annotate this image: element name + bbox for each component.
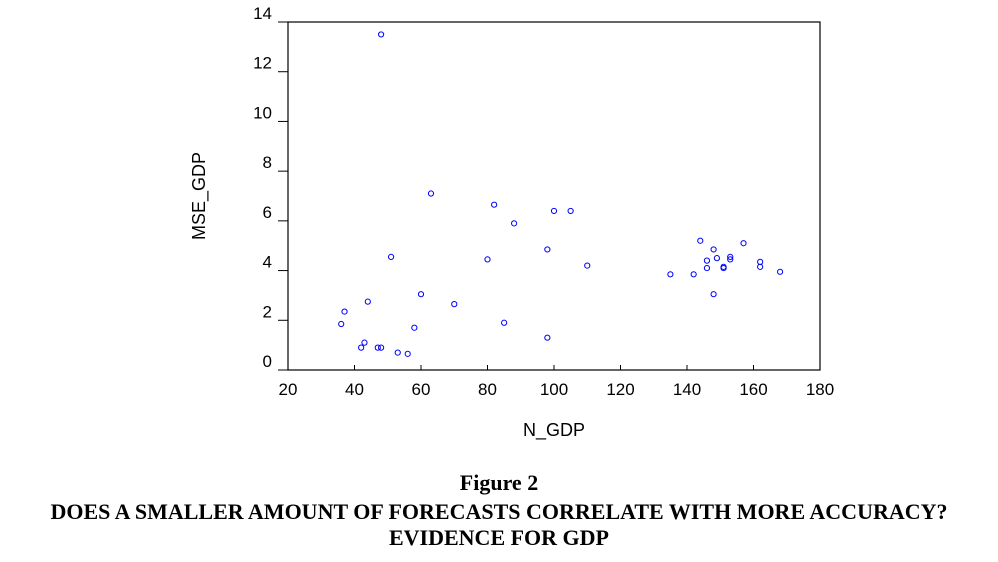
data-point xyxy=(710,291,717,298)
data-point xyxy=(411,324,418,331)
data-point xyxy=(364,298,371,305)
data-point xyxy=(427,190,435,197)
data-point xyxy=(510,220,518,227)
y-tick-label: 10 xyxy=(253,103,272,122)
y-tick-label: 12 xyxy=(253,54,272,73)
data-point xyxy=(378,31,385,38)
data-point xyxy=(341,308,348,315)
data-point xyxy=(690,271,697,278)
data-point xyxy=(584,262,591,269)
scatter-chart: 20 40 60 80 100 120 140 160 180 0 2 4 6 8 10 12 14 N_GD… xyxy=(189,4,834,441)
data-points xyxy=(338,31,784,357)
data-point xyxy=(484,256,491,263)
data-point xyxy=(387,253,395,260)
data-point xyxy=(544,334,551,341)
data-point xyxy=(697,237,704,244)
data-point xyxy=(358,344,365,351)
data-point xyxy=(710,246,717,253)
x-tick-label: 80 xyxy=(478,380,497,399)
x-tick-label: 60 xyxy=(412,380,431,399)
data-point xyxy=(740,240,747,247)
x-tick-label: 20 xyxy=(279,380,298,399)
y-tick-label: 8 xyxy=(263,153,272,172)
x-tick-label: 100 xyxy=(540,380,568,399)
data-point xyxy=(361,339,368,346)
x-tick-label: 140 xyxy=(673,380,701,399)
y-tick-label: 6 xyxy=(263,203,272,222)
data-point xyxy=(703,264,711,272)
data-point xyxy=(544,246,551,253)
data-point xyxy=(727,253,734,260)
data-point xyxy=(394,349,401,356)
figure-title: DOES A SMALLER AMOUNT OF FORECASTS CORRE… xyxy=(50,499,948,550)
x-tick-label: 180 xyxy=(806,380,834,399)
y-tick-label: 14 xyxy=(253,4,272,23)
x-axis: 20 40 60 80 100 120 140 160 180 xyxy=(279,365,834,399)
data-point xyxy=(777,268,784,275)
y-tick-label: 2 xyxy=(263,302,272,321)
x-axis-label: N_GDP xyxy=(523,420,585,441)
data-point xyxy=(404,350,411,357)
data-point xyxy=(567,207,574,215)
y-axis: 0 2 4 6 8 10 12 14 xyxy=(253,4,288,371)
data-point xyxy=(451,301,458,308)
data-point xyxy=(374,344,381,351)
data-point xyxy=(713,255,721,262)
y-tick-label: 0 xyxy=(263,352,272,371)
data-point xyxy=(378,344,385,351)
data-point xyxy=(491,201,498,208)
data-point xyxy=(720,263,727,270)
data-point xyxy=(338,320,345,328)
x-tick-label: 120 xyxy=(606,380,634,399)
data-point xyxy=(757,263,764,270)
data-point xyxy=(703,257,711,264)
plot-frame xyxy=(287,21,821,371)
data-point xyxy=(501,319,508,326)
y-axis-label: MSE_GDP xyxy=(189,152,210,240)
data-point xyxy=(757,258,764,265)
figure-number: Figure 2 xyxy=(459,470,539,495)
data-point xyxy=(417,291,425,298)
x-tick-label: 160 xyxy=(739,380,767,399)
data-point xyxy=(727,256,734,263)
data-point xyxy=(667,271,674,278)
y-tick-label: 4 xyxy=(263,253,272,272)
data-point xyxy=(550,207,558,215)
x-tick-label: 40 xyxy=(345,380,364,399)
